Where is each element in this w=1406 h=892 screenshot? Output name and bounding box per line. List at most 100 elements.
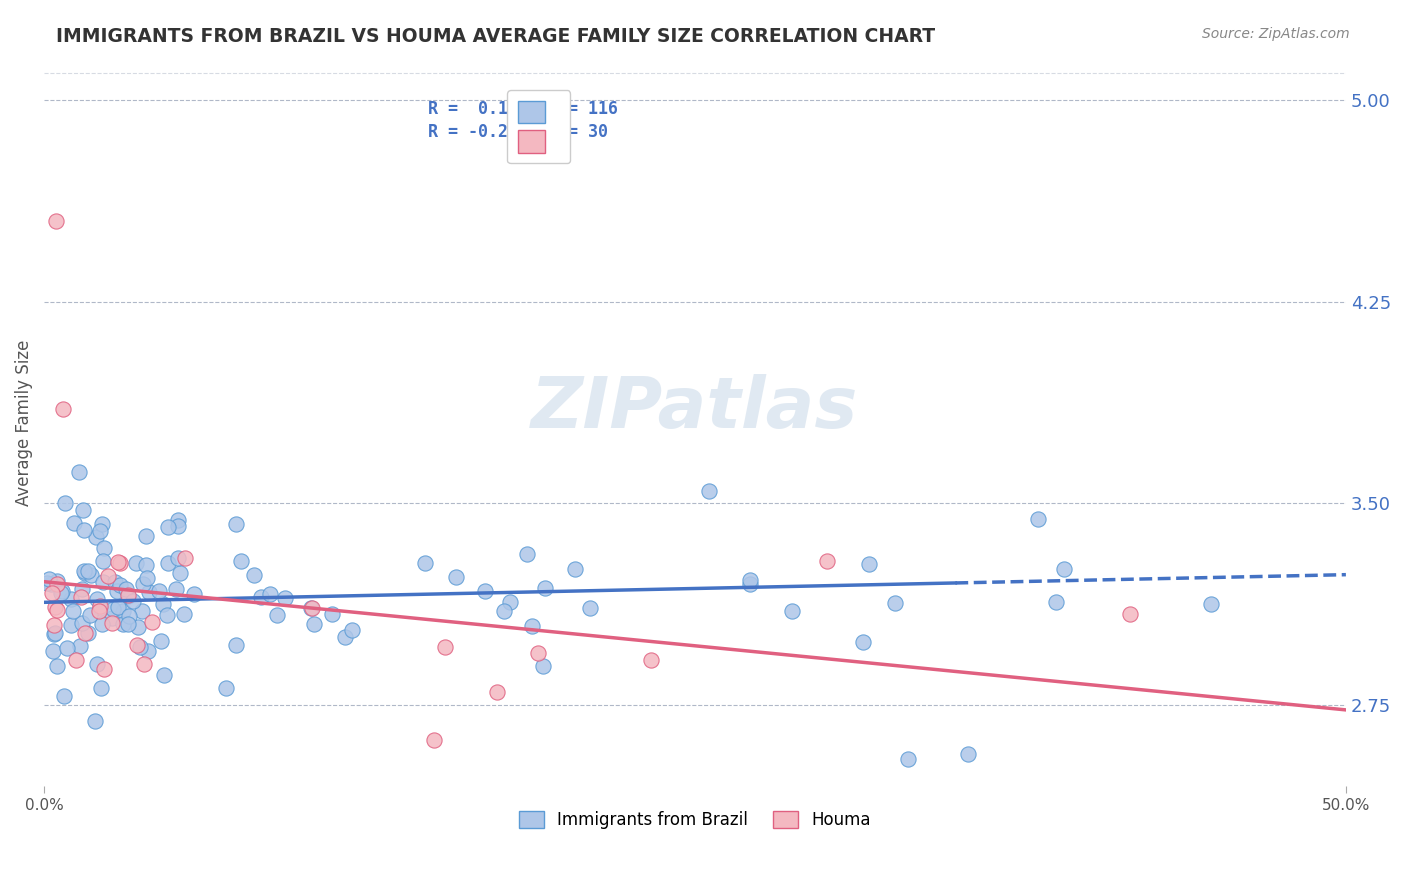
Point — [259, 587, 281, 601]
Point — [166, 582, 188, 596]
Point — [156, 520, 179, 534]
Point — [697, 483, 720, 498]
Point — [132, 657, 155, 671]
Point — [91, 516, 114, 531]
Point — [51, 586, 73, 600]
Point — [107, 556, 129, 570]
Point — [91, 574, 114, 589]
Point — [138, 584, 160, 599]
Point — [127, 620, 149, 634]
Point — [73, 566, 96, 581]
Point — [131, 604, 153, 618]
Point — [55, 641, 77, 656]
Point — [640, 653, 662, 667]
Point — [63, 516, 86, 530]
Point — [173, 607, 195, 621]
Point — [105, 584, 128, 599]
Point — [167, 519, 190, 533]
Point — [93, 662, 115, 676]
Point — [141, 615, 163, 629]
Point — [135, 529, 157, 543]
Point — [156, 607, 179, 622]
Point — [41, 586, 63, 600]
Point — [498, 595, 520, 609]
Point — [738, 573, 761, 587]
Point — [578, 601, 600, 615]
Legend: Immigrants from Brazil, Houma: Immigrants from Brazil, Houma — [512, 804, 877, 836]
Point — [115, 582, 138, 597]
Point — [51, 583, 73, 598]
Point — [534, 581, 557, 595]
Point — [183, 587, 205, 601]
Point — [152, 598, 174, 612]
Point — [70, 582, 93, 596]
Point — [52, 402, 75, 417]
Point — [166, 551, 188, 566]
Point — [46, 577, 69, 591]
Point — [132, 576, 155, 591]
Point — [42, 643, 65, 657]
Point — [91, 554, 114, 568]
Point — [780, 603, 803, 617]
Point — [434, 640, 457, 654]
Point — [90, 681, 112, 695]
Point — [444, 570, 467, 584]
Point — [75, 625, 97, 640]
Text: R = -0.285  N = 30: R = -0.285 N = 30 — [429, 123, 609, 141]
Point — [46, 603, 69, 617]
Point — [740, 577, 762, 591]
Point — [84, 714, 107, 729]
Point — [494, 604, 516, 618]
Point — [250, 590, 273, 604]
Point — [1199, 597, 1222, 611]
Point — [125, 638, 148, 652]
Point — [118, 609, 141, 624]
Point — [44, 626, 66, 640]
Point — [1026, 512, 1049, 526]
Point — [101, 611, 124, 625]
Point — [59, 591, 82, 606]
Point — [90, 617, 112, 632]
Point — [231, 554, 253, 568]
Point — [73, 523, 96, 537]
Point — [423, 733, 446, 747]
Point — [167, 513, 190, 527]
Point — [564, 562, 586, 576]
Point — [84, 530, 107, 544]
Point — [62, 604, 84, 618]
Point — [302, 617, 325, 632]
Point — [70, 616, 93, 631]
Point — [299, 600, 322, 615]
Point — [107, 599, 129, 614]
Point — [104, 574, 127, 589]
Point — [225, 516, 247, 531]
Point — [474, 583, 496, 598]
Point — [112, 617, 135, 632]
Point — [527, 646, 550, 660]
Point — [108, 556, 131, 570]
Point — [148, 584, 170, 599]
Point — [242, 568, 264, 582]
Point — [77, 626, 100, 640]
Point — [79, 607, 101, 622]
Point — [883, 596, 905, 610]
Point — [273, 591, 295, 605]
Point — [486, 684, 509, 698]
Point — [301, 601, 323, 615]
Point — [89, 600, 111, 615]
Point — [35, 575, 58, 590]
Point — [136, 644, 159, 658]
Point — [112, 604, 135, 618]
Point — [46, 658, 69, 673]
Point — [60, 617, 83, 632]
Point — [72, 503, 94, 517]
Point — [125, 557, 148, 571]
Point — [65, 653, 87, 667]
Point — [38, 572, 60, 586]
Point — [135, 558, 157, 573]
Point — [121, 594, 143, 608]
Y-axis label: Average Family Size: Average Family Size — [15, 340, 32, 506]
Point — [53, 496, 76, 510]
Text: Source: ZipAtlas.com: Source: ZipAtlas.com — [1202, 27, 1350, 41]
Point — [44, 618, 66, 632]
